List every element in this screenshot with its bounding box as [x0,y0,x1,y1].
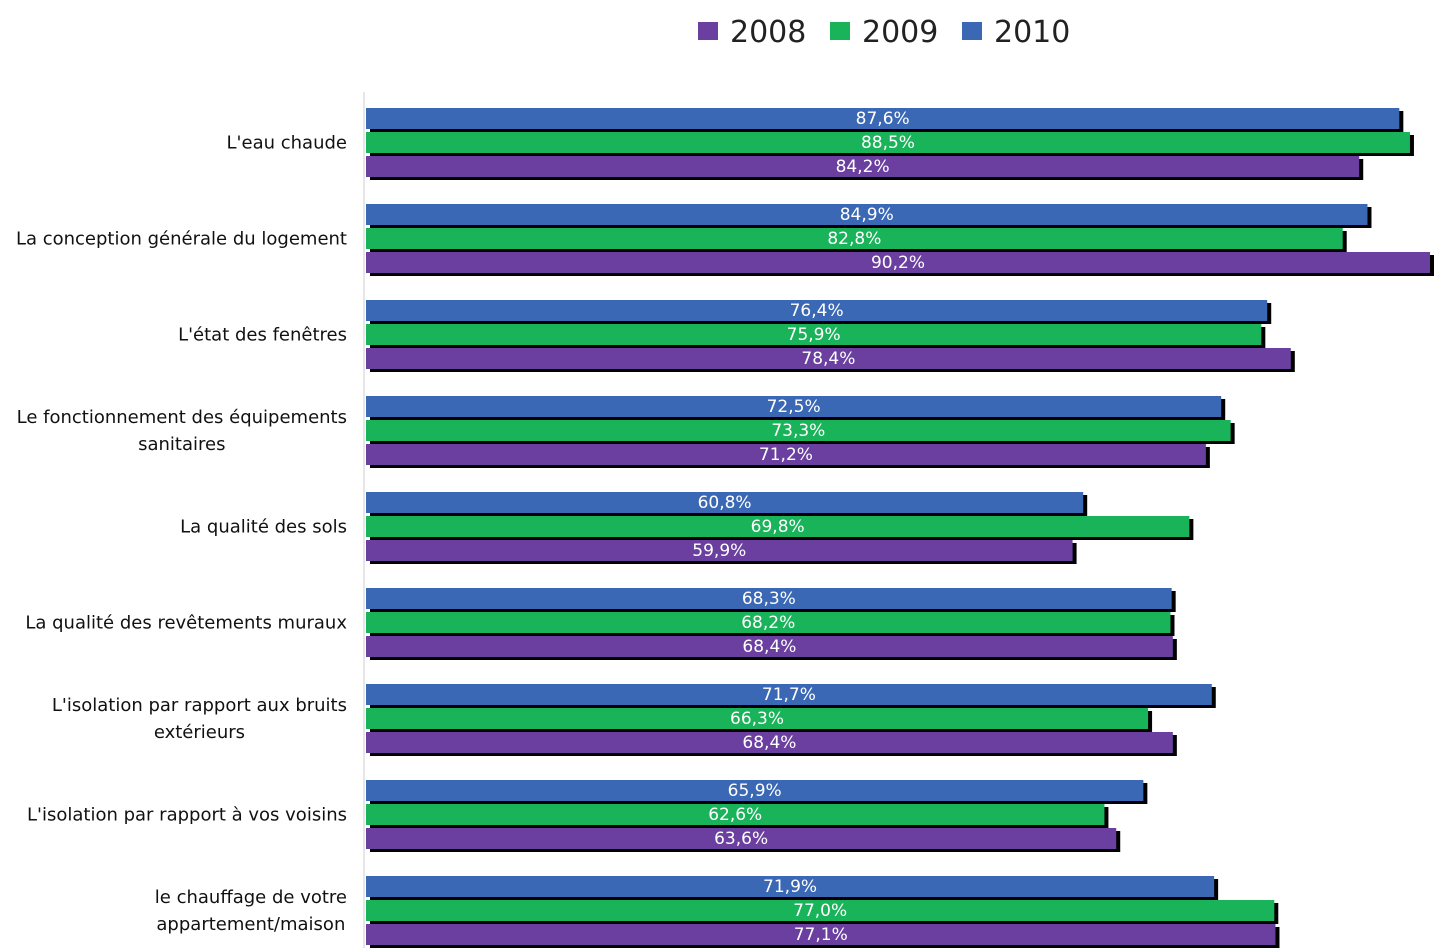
category-label-1-line-0: La conception générale du logement [16,229,347,250]
data-label-2009-5: 68,2% [741,613,795,633]
bar-2009-0 [366,132,1410,153]
bar-2008-4 [366,540,1073,561]
bar-group-2: 76,4% 75,9% 78,4% [366,300,1295,372]
bar-2009-1 [366,228,1343,249]
legend-item-2010: 2010 [962,15,1070,50]
bar-2009-8 [366,900,1275,921]
bar-2009-5 [366,612,1171,633]
bar-2008-8 [366,924,1276,945]
legend: 2008 2009 2010 [698,15,1070,50]
category-label-8-line-0: le chauffage de votre [155,887,347,908]
data-label-2009-2: 75,9% [787,325,841,345]
data-label-2010-0: 87,6% [856,109,910,129]
data-label-2009-3: 73,3% [771,421,825,441]
data-label-2009-7: 62,6% [708,805,762,825]
data-label-2008-0: 84,2% [836,157,890,177]
data-label-2008-3: 71,2% [759,445,813,465]
legend-swatch-2010 [962,22,982,40]
data-label-2010-3: 72,5% [767,397,821,417]
data-label-2008-5: 68,4% [742,637,796,657]
category-label-7-line-0: L'isolation par rapport à vos voisins [27,805,347,826]
data-label-2010-6: 71,7% [762,685,816,705]
bar-group-3: 72,5% 73,3% 71,2% [366,396,1235,468]
bar-2008-2 [366,348,1291,369]
bar-2010-2 [366,300,1268,321]
data-label-2008-8: 77,1% [794,925,848,945]
bar-2008-7 [366,828,1117,849]
bar-2008-0 [366,156,1360,177]
data-label-2010-7: 65,9% [728,781,782,801]
legend-swatch-2009 [830,22,850,40]
bars-group: 87,6% 88,5% 84,2% 84,9% 82,8% 90,2% 76,4% 75,9%… [366,108,1434,948]
data-label-2008-4: 59,9% [692,541,746,561]
bar-2009-4 [366,516,1190,537]
bar-2009-2 [366,324,1262,345]
legend-label-2008: 2008 [730,15,806,50]
category-label-3-line-0: Le fonctionnement des équipements [17,407,347,428]
bar-group-1: 84,9% 82,8% 90,2% [366,204,1434,276]
bar-group-6: 71,7% 66,3% 68,4% [366,684,1216,756]
data-label-2009-1: 82,8% [827,229,881,249]
bar-group-0: 87,6% 88,5% 84,2% [366,108,1414,180]
data-label-2010-5: 68,3% [742,589,796,609]
category-label-6-line-1: extérieurs [154,722,245,743]
bar-2008-3 [366,444,1206,465]
category-label-8-line-1: appartement/maison [156,914,345,935]
bar-2010-1 [366,204,1368,225]
data-label-2008-6: 68,4% [742,733,796,753]
data-label-2008-2: 78,4% [801,349,855,369]
bar-2008-5 [366,636,1173,657]
bar-2010-6 [366,684,1212,705]
data-label-2008-7: 63,6% [714,829,768,849]
bar-group-4: 60,8% 69,8%59,9% [366,492,1194,564]
bar-group-7: 65,9% 62,6% 63,6% [366,780,1148,852]
data-label-2010-4: 60,8% [698,493,752,513]
data-label-2010-2: 76,4% [790,301,844,321]
data-label-2009-4: 69,8% [751,517,805,537]
legend-swatch-2008 [698,22,718,40]
category-labels: L'eau chaude La conception générale du lo… [16,133,347,936]
category-label-0-line-0: L'eau chaude [227,133,347,154]
bar-2010-5 [366,588,1172,609]
legend-label-2010: 2010 [994,15,1070,50]
bar-2010-7 [366,780,1144,801]
bar-2009-3 [366,420,1231,441]
data-label-2010-1: 84,9% [840,205,894,225]
data-label-2009-6: 66,3% [730,709,784,729]
bar-2008-1 [366,252,1430,273]
data-label-2008-1: 90,2% [871,253,925,273]
category-label-5-line-0: La qualité des revêtements muraux [25,613,347,634]
bar-2010-3 [366,396,1222,417]
category-label-2-line-0: L'état des fenêtres [178,325,347,346]
bar-2008-6 [366,732,1173,753]
legend-item-2008: 2008 [698,15,806,50]
bar-2009-6 [366,708,1149,729]
data-label-2009-0: 88,5% [861,133,915,153]
data-label-2009-8: 77,0% [793,901,847,921]
bar-2010-4 [366,492,1084,513]
category-label-3-line-1: sanitaires [138,434,225,455]
bar-2010-8 [366,876,1215,897]
legend-label-2009: 2009 [862,15,938,50]
legend-item-2009: 2009 [830,15,938,50]
bar-group-5: 68,3% 68,2% 68,4% [366,588,1177,660]
data-label-2010-8: 71,9% [763,877,817,897]
bar-group-8: 71,9% 77,0% 77,1% [366,876,1280,948]
category-label-4-line-0: La qualité des sols [180,517,347,538]
bar-2010-0 [366,108,1400,129]
category-label-6-line-0: L'isolation par rapport aux bruits [52,695,347,716]
bar-2009-7 [366,804,1105,825]
